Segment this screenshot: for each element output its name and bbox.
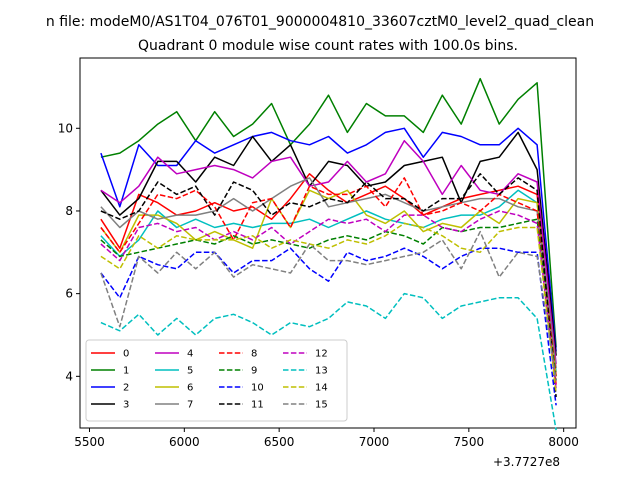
- series-line-3: [100, 131, 557, 356]
- legend-label-10: 10: [251, 383, 264, 394]
- legend-label-3: 3: [123, 400, 129, 411]
- series-line-5: [100, 189, 557, 373]
- x-tick-label: 6500: [264, 435, 295, 449]
- legend-label-5: 5: [187, 366, 193, 377]
- y-tick-label: 6: [65, 287, 73, 301]
- series-line-9: [100, 218, 557, 381]
- series-line-14: [100, 222, 557, 393]
- x-tick-label: 6000: [169, 435, 200, 449]
- series-line-8: [100, 177, 557, 377]
- figure-suptitle: n file: modeM0/AS1T04_076T01_9000004810_…: [46, 14, 594, 30]
- chart-title: Quadrant 0 module wise count rates with …: [138, 38, 518, 54]
- legend-label-11: 11: [251, 400, 264, 411]
- legend-frame: [85, 339, 348, 422]
- series-line-2: [100, 127, 557, 352]
- legend-label-7: 7: [187, 400, 193, 411]
- x-tick-label: 5500: [74, 435, 105, 449]
- legend-label-4: 4: [187, 349, 193, 360]
- legend-label-9: 9: [251, 366, 257, 377]
- plot-area-frame: [79, 57, 577, 429]
- legend-label-15: 15: [315, 400, 328, 411]
- legend-label-1: 1: [123, 366, 129, 377]
- x-axis-offset-label: +3.7727e8: [493, 455, 560, 469]
- series-line-7: [100, 177, 557, 369]
- series-line-4: [100, 139, 557, 364]
- legend-label-14: 14: [315, 383, 328, 394]
- y-tick-label: 10: [58, 121, 73, 135]
- y-tick-label: 4: [65, 369, 73, 383]
- series-line-12: [100, 210, 557, 389]
- series-layer: [100, 77, 557, 431]
- series-line-11: [100, 173, 557, 398]
- y-tick-label: 8: [65, 204, 73, 218]
- legend-label-13: 13: [315, 366, 328, 377]
- series-line-10: [100, 247, 557, 406]
- legend-label-8: 8: [251, 349, 257, 360]
- series-line-15: [100, 230, 557, 381]
- series-line-13: [100, 292, 557, 431]
- x-tick-label: 7500: [454, 435, 485, 449]
- legend-label-12: 12: [315, 349, 328, 360]
- x-tick-label: 8000: [548, 435, 579, 449]
- x-tick-label: 7000: [359, 435, 390, 449]
- legend-label-0: 0: [123, 349, 129, 360]
- legend-label-2: 2: [123, 383, 129, 394]
- legend-label-6: 6: [187, 383, 193, 394]
- series-line-1: [100, 77, 557, 348]
